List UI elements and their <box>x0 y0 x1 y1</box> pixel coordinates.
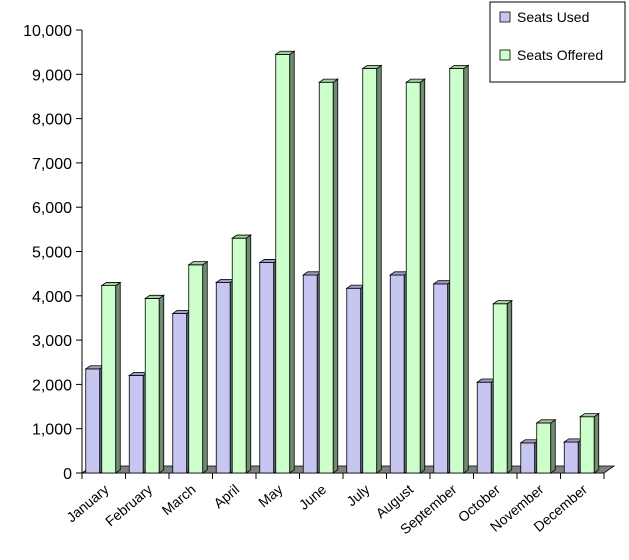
bar-seats-offered <box>492 303 508 474</box>
bar-seats-used <box>346 287 362 474</box>
bar-seats-used <box>476 381 492 474</box>
legend-box <box>489 1 626 83</box>
bar-seats-offered <box>579 416 595 474</box>
x-category-label: February <box>102 481 155 529</box>
y-tick-label: 8,000 <box>32 112 72 129</box>
x-category-label: July <box>343 481 372 509</box>
bar-seats-used <box>563 441 579 474</box>
bar-side <box>158 294 165 474</box>
bar-top <box>317 78 340 83</box>
bar-seats-offered <box>449 68 465 474</box>
bar-top <box>100 282 122 287</box>
legend-swatch <box>499 11 511 23</box>
bar-side <box>202 260 208 474</box>
bar-seats-used <box>259 262 275 474</box>
bar-side <box>506 299 513 474</box>
bar-side <box>376 64 382 474</box>
bar-seats-offered <box>144 298 160 474</box>
bar-seats-used <box>128 375 144 474</box>
legend-swatch <box>499 49 511 61</box>
y-tick-label: 7,000 <box>32 156 72 173</box>
bar-seats-offered <box>231 237 247 474</box>
legend-label: Seats Offered <box>517 47 603 63</box>
x-category-label: March <box>159 481 199 518</box>
y-tick-label: 4,000 <box>32 289 72 306</box>
bar-top <box>143 294 166 299</box>
bar-side <box>593 412 600 474</box>
bar-seats-offered <box>318 81 334 474</box>
y-tick-label: 10,000 <box>23 23 72 40</box>
bar-side <box>245 234 252 474</box>
bar-top <box>535 419 557 424</box>
bar-seats-used <box>172 313 188 474</box>
bar-top <box>187 261 209 266</box>
bar-seats-offered <box>188 264 204 474</box>
bar-seats-offered <box>275 53 291 474</box>
y-tick-label: 1,000 <box>32 422 72 439</box>
bar-seats-used <box>520 442 536 474</box>
bar-top <box>230 234 253 239</box>
bar-seats-used <box>389 274 405 474</box>
bar-side <box>289 50 295 474</box>
bar-seats-offered <box>362 68 378 474</box>
x-category-label: April <box>210 481 242 511</box>
bar-side <box>550 419 556 474</box>
bar-top <box>578 413 601 418</box>
legend-label: Seats Used <box>517 9 589 25</box>
y-tick-label: 2,000 <box>32 377 72 394</box>
bar-side <box>419 78 426 474</box>
bar-seats-offered <box>405 81 421 474</box>
bar-seats-used <box>215 282 231 474</box>
bar-seats-offered <box>536 422 552 474</box>
bar-top <box>274 50 296 55</box>
legend: Seats Used Seats Offered <box>489 1 626 83</box>
x-category-label: May <box>255 481 286 510</box>
bar-seats-used <box>433 283 449 474</box>
bar-seats-used <box>85 368 101 474</box>
y-tick-label: 5,000 <box>32 245 72 262</box>
y-tick-label: 9,000 <box>32 67 72 84</box>
bars <box>84 50 601 474</box>
bar-seats-offered <box>101 285 117 474</box>
y-tick-label: 3,000 <box>32 333 72 350</box>
bar-seats-used <box>302 274 318 474</box>
bar-top <box>404 78 427 83</box>
bar-side <box>115 281 121 474</box>
bar-top <box>448 64 470 69</box>
bar-side <box>332 78 339 474</box>
y-axis-ticks: 0 1,000 2,000 3,000 4,000 5,000 6,000 7,000 8,00… <box>23 23 82 483</box>
y-tick-label: 0 <box>63 466 72 483</box>
bar-top <box>491 300 514 305</box>
x-category-label: June <box>296 481 330 513</box>
y-tick-label: 6,000 <box>32 200 72 217</box>
bar-top <box>361 64 383 69</box>
bar-side <box>463 64 469 474</box>
